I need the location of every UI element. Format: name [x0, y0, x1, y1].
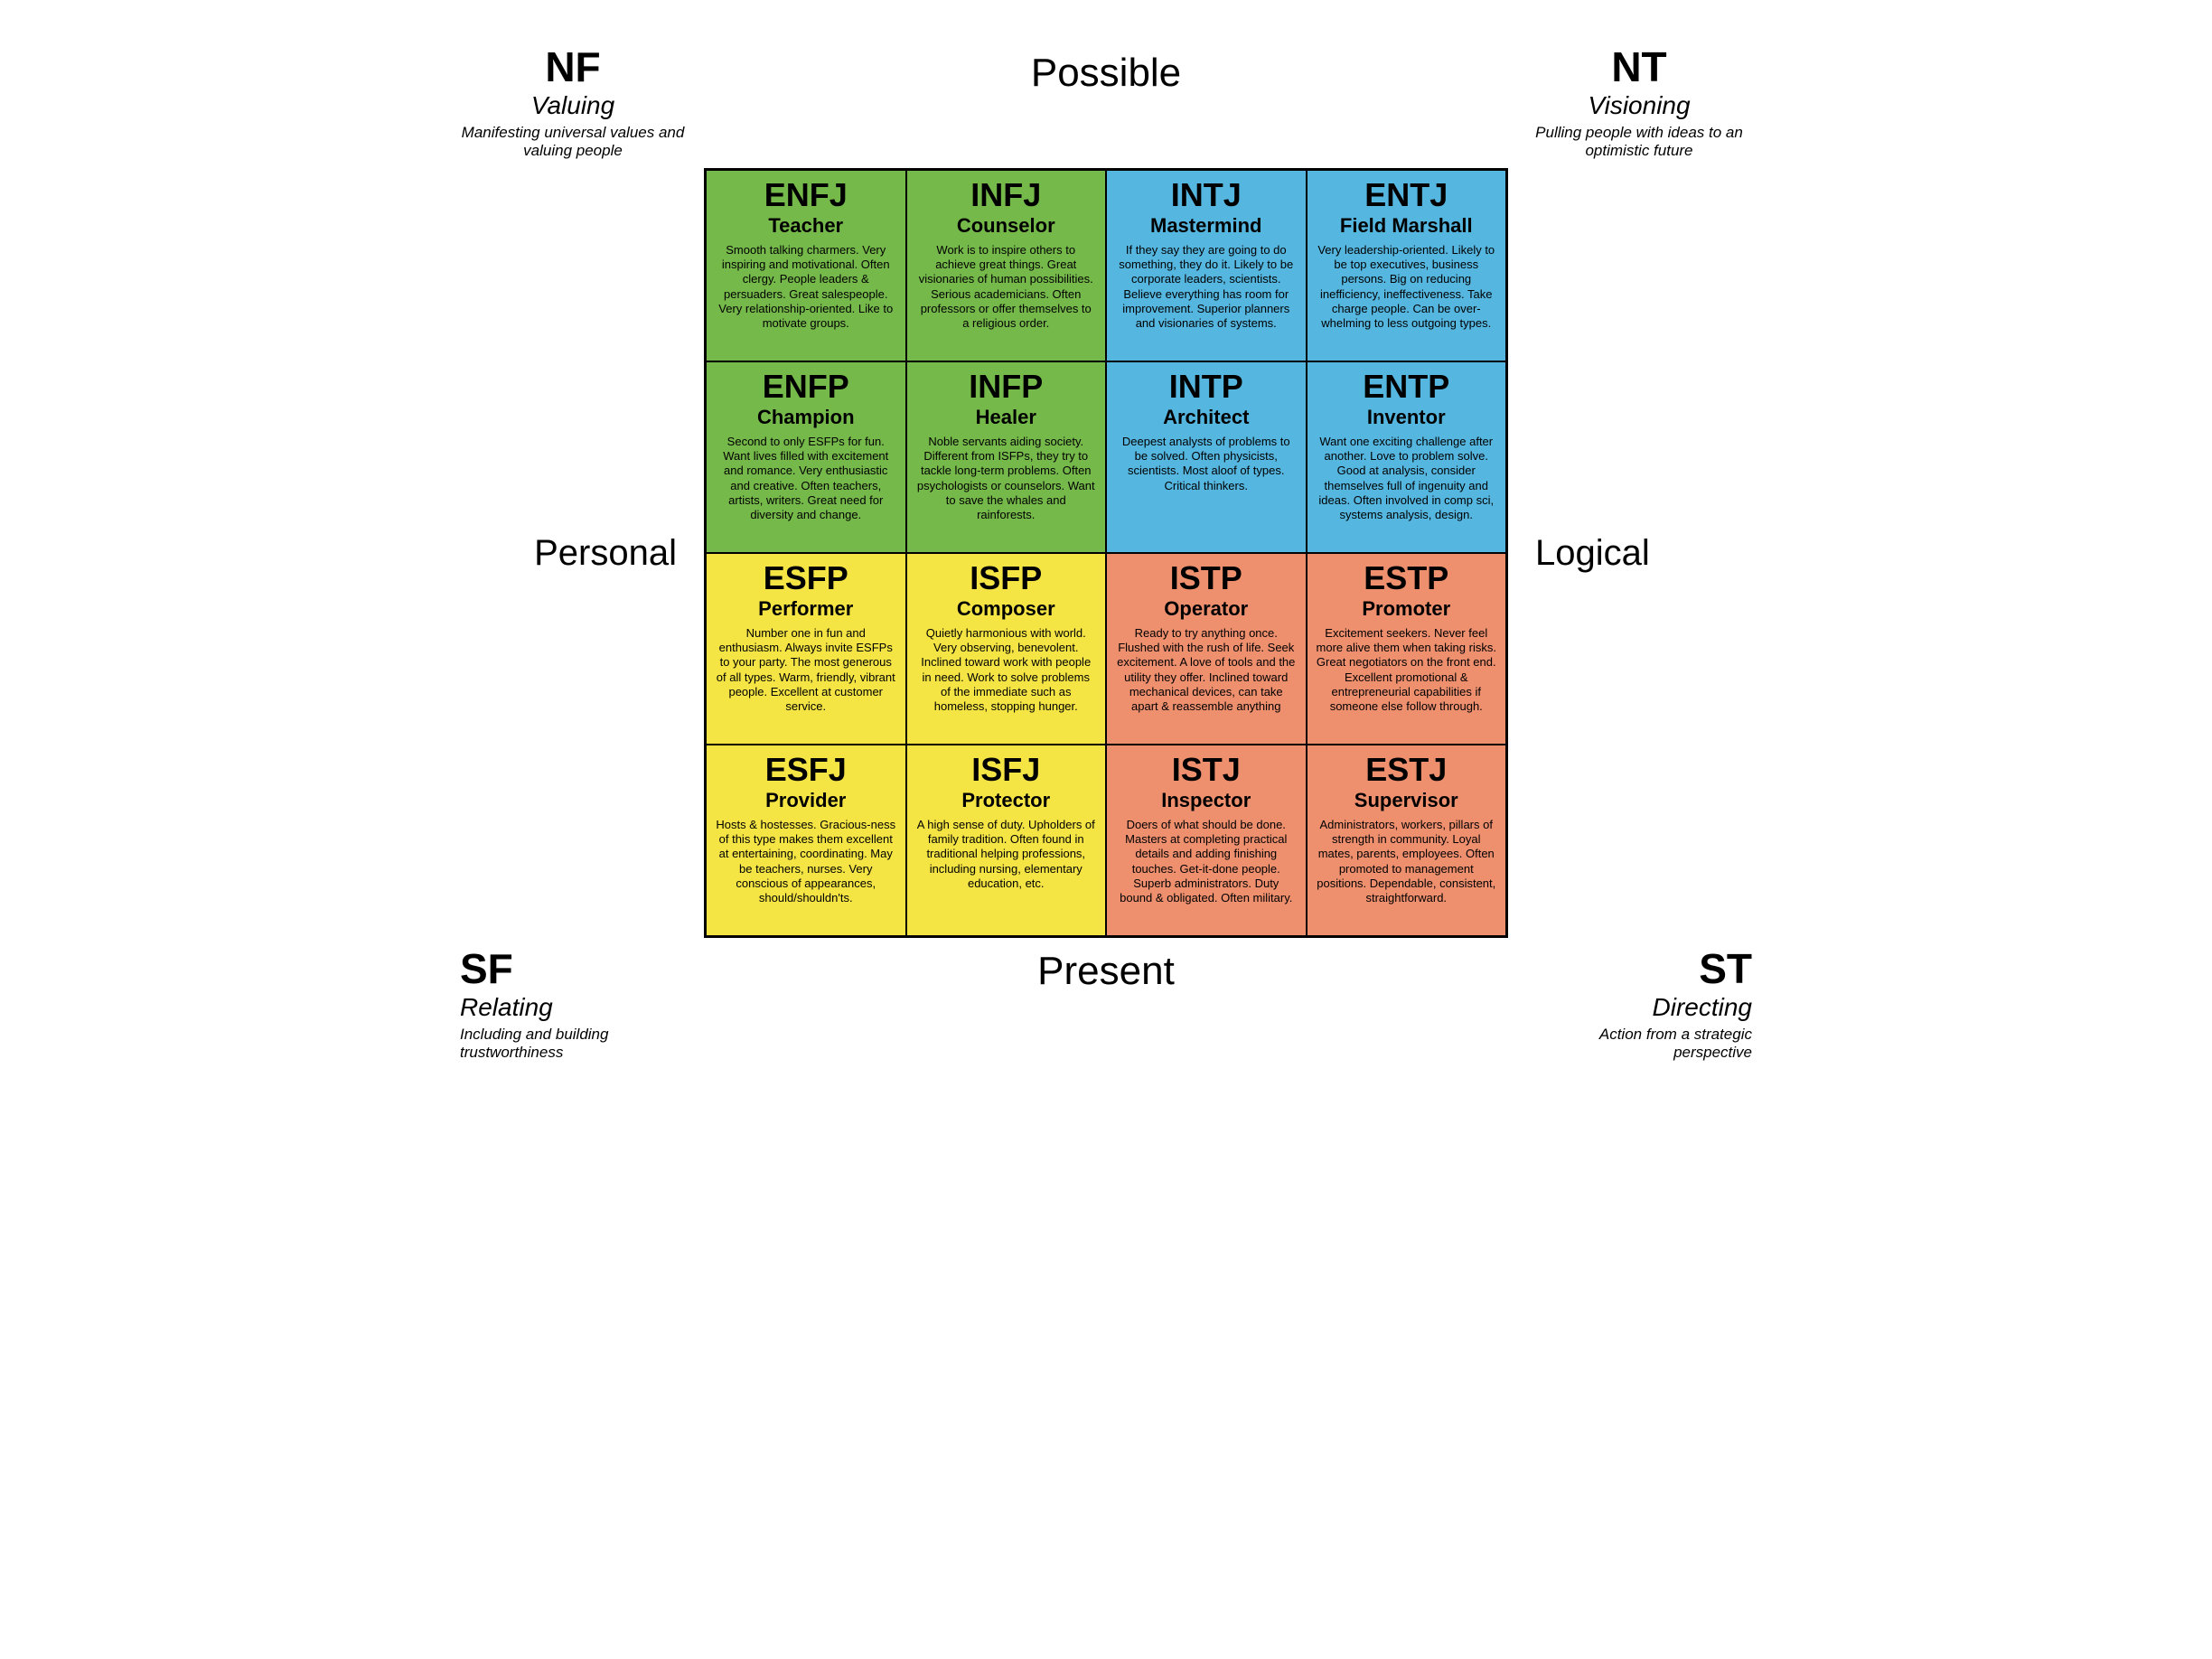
type-cell-estp: ESTPPromoter Excitement seekers. Never fe…	[1307, 553, 1507, 745]
corner-code: NT	[1526, 45, 1752, 89]
type-cell-intp: INTPArchitect Deepest analysts of problem…	[1106, 361, 1307, 553]
type-cell-infj: INFJCounselor Work is to inspire others t…	[906, 170, 1107, 361]
type-code: ENFJ	[716, 178, 896, 212]
type-role: Counselor	[916, 214, 1097, 238]
type-code: ISTP	[1116, 561, 1297, 595]
corner-nt: NT Visioning Pulling people with ideas t…	[1508, 36, 1770, 168]
axis-left-label: Personal	[442, 533, 704, 574]
type-code: INTP	[1116, 370, 1297, 404]
type-role: Promoter	[1317, 597, 1497, 621]
type-desc: Second to only ESFPs for fun. Want lives…	[716, 435, 896, 523]
type-role: Supervisor	[1317, 789, 1497, 812]
personality-type-chart: NF Valuing Manifesting universal values …	[442, 36, 1770, 1070]
type-desc: Excitement seekers. Never feel more aliv…	[1317, 626, 1497, 715]
corner-style: Relating	[460, 994, 686, 1022]
type-code: ISFJ	[916, 753, 1097, 787]
type-role: Inspector	[1116, 789, 1297, 812]
type-role: Composer	[916, 597, 1097, 621]
type-cell-esfp: ESFPPerformer Number one in fun and enthu…	[706, 553, 906, 745]
type-desc: Ready to try anything once. Flushed with…	[1116, 626, 1297, 715]
axis-top-label: Possible	[704, 36, 1508, 168]
type-code: INFJ	[916, 178, 1097, 212]
corner-style: Directing	[1526, 994, 1752, 1022]
corner-sf: SF Relating Including and building trust…	[442, 938, 704, 1070]
type-role: Architect	[1116, 406, 1297, 429]
type-code: ESTP	[1317, 561, 1497, 595]
type-desc: Noble servants aiding society. Different…	[916, 435, 1097, 523]
type-cell-istj: ISTJInspector Doers of what should be don…	[1106, 745, 1307, 936]
type-desc: Deepest analysts of problems to be solve…	[1116, 435, 1297, 493]
corner-nf: NF Valuing Manifesting universal values …	[442, 36, 704, 168]
type-code: ENTJ	[1317, 178, 1497, 212]
type-desc: A high sense of duty. Upholders of famil…	[916, 818, 1097, 891]
type-code: ISFP	[916, 561, 1097, 595]
type-grid: ENFJTeacher Smooth talking charmers. Very…	[704, 168, 1508, 938]
type-cell-isfj: ISFJProtector A high sense of duty. Uphol…	[906, 745, 1107, 936]
type-desc: Work is to inspire others to achieve gre…	[916, 243, 1097, 332]
type-code: INTJ	[1116, 178, 1297, 212]
type-desc: Smooth talking charmers. Very inspiring …	[716, 243, 896, 332]
type-role: Inventor	[1317, 406, 1497, 429]
type-cell-istp: ISTPOperator Ready to try anything once. …	[1106, 553, 1307, 745]
corner-code: NF	[460, 45, 686, 89]
type-cell-infp: INFPHealer Noble servants aiding society.…	[906, 361, 1107, 553]
type-desc: If they say they are going to do somethi…	[1116, 243, 1297, 332]
type-role: Provider	[716, 789, 896, 812]
type-cell-enfp: ENFPChampion Second to only ESFPs for fun…	[706, 361, 906, 553]
axis-bottom-label: Present	[704, 938, 1508, 994]
type-desc: Number one in fun and enthusiasm. Always…	[716, 626, 896, 715]
type-code: ESFJ	[716, 753, 896, 787]
type-cell-esfj: ESFJProvider Hosts & hostesses. Gracious-…	[706, 745, 906, 936]
type-code: ESTJ	[1317, 753, 1497, 787]
type-role: Protector	[916, 789, 1097, 812]
type-cell-entp: ENTPInventor Want one exciting challenge …	[1307, 361, 1507, 553]
middle-row: Personal ENFJTeacher Smooth talking charm…	[442, 168, 1770, 938]
corner-code: ST	[1526, 947, 1752, 990]
type-cell-intj: INTJMastermind If they say they are going…	[1106, 170, 1307, 361]
corner-desc: Including and building trustworthiness	[460, 1026, 686, 1061]
type-desc: Very leadership-oriented. Likely to be t…	[1317, 243, 1497, 332]
type-role: Performer	[716, 597, 896, 621]
type-cell-estj: ESTJSupervisor Administrators, workers, p…	[1307, 745, 1507, 936]
type-desc: Want one exciting challenge after anothe…	[1317, 435, 1497, 523]
corner-desc: Manifesting universal values and valuing…	[460, 124, 686, 159]
type-role: Healer	[916, 406, 1097, 429]
bottom-row: SF Relating Including and building trust…	[442, 938, 1770, 1070]
type-desc: Quietly harmonious with world. Very obse…	[916, 626, 1097, 715]
type-cell-enfj: ENFJTeacher Smooth talking charmers. Very…	[706, 170, 906, 361]
top-row: NF Valuing Manifesting universal values …	[442, 36, 1770, 168]
corner-style: Visioning	[1526, 92, 1752, 120]
corner-code: SF	[460, 947, 686, 990]
type-desc: Administrators, workers, pillars of stre…	[1317, 818, 1497, 906]
corner-style: Valuing	[460, 92, 686, 120]
type-code: INFP	[916, 370, 1097, 404]
type-code: ENTP	[1317, 370, 1497, 404]
corner-desc: Action from a strategic perspective	[1526, 1026, 1752, 1061]
type-role: Mastermind	[1116, 214, 1297, 238]
corner-desc: Pulling people with ideas to an optimist…	[1526, 124, 1752, 159]
type-role: Teacher	[716, 214, 896, 238]
type-role: Field Marshall	[1317, 214, 1497, 238]
type-role: Champion	[716, 406, 896, 429]
axis-right-label: Logical	[1508, 533, 1770, 574]
type-code: ENFP	[716, 370, 896, 404]
type-cell-entj: ENTJField Marshall Very leadership-orient…	[1307, 170, 1507, 361]
type-code: ISTJ	[1116, 753, 1297, 787]
type-role: Operator	[1116, 597, 1297, 621]
corner-st: ST Directing Action from a strategic per…	[1508, 938, 1770, 1070]
type-code: ESFP	[716, 561, 896, 595]
type-desc: Hosts & hostesses. Gracious-ness of this…	[716, 818, 896, 906]
type-desc: Doers of what should be done. Masters at…	[1116, 818, 1297, 906]
type-cell-isfp: ISFPComposer Quietly harmonious with worl…	[906, 553, 1107, 745]
